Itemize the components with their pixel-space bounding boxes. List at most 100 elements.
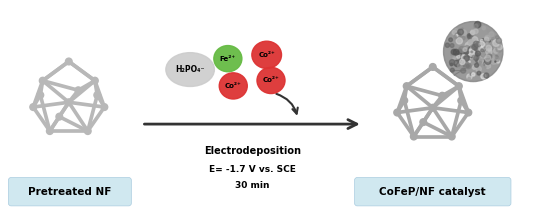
Circle shape [463,56,468,61]
Circle shape [450,63,453,66]
Circle shape [470,49,475,54]
Circle shape [465,51,468,55]
Ellipse shape [257,67,285,93]
Circle shape [450,43,454,47]
Circle shape [489,47,490,48]
Circle shape [445,43,448,46]
Circle shape [469,48,474,52]
Circle shape [464,56,469,61]
Circle shape [486,50,489,52]
Circle shape [476,48,478,50]
Circle shape [470,31,474,35]
FancyBboxPatch shape [8,177,131,206]
Circle shape [463,63,466,67]
Circle shape [47,128,53,134]
Circle shape [476,66,481,72]
Circle shape [450,68,454,72]
Circle shape [495,55,498,59]
Circle shape [484,64,485,66]
Text: Fe²⁺: Fe²⁺ [220,56,236,62]
Circle shape [471,57,472,58]
Circle shape [466,51,468,53]
Circle shape [429,64,436,70]
Circle shape [475,58,476,60]
Circle shape [480,39,486,45]
Circle shape [474,44,478,48]
Text: Pretreated NF: Pretreated NF [28,187,112,197]
Circle shape [467,34,471,37]
Circle shape [469,39,473,44]
Circle shape [467,74,472,79]
Circle shape [461,52,462,54]
Circle shape [494,42,500,48]
Circle shape [456,34,458,36]
Circle shape [470,30,475,34]
Circle shape [481,58,486,63]
Circle shape [489,46,493,50]
Circle shape [454,35,457,39]
Circle shape [462,55,467,60]
Circle shape [458,97,464,104]
Circle shape [480,52,486,59]
Circle shape [469,46,474,52]
Circle shape [468,34,473,39]
Circle shape [474,56,479,61]
Circle shape [464,50,469,54]
Circle shape [455,28,457,31]
Circle shape [458,29,463,35]
Circle shape [471,49,475,52]
Circle shape [449,60,455,65]
Circle shape [485,55,491,61]
Circle shape [485,43,491,49]
Circle shape [480,39,483,42]
Circle shape [494,48,499,53]
Circle shape [462,28,463,29]
Circle shape [485,35,491,41]
Circle shape [453,49,459,55]
Circle shape [486,64,491,69]
Circle shape [479,62,481,64]
Circle shape [474,29,478,34]
Circle shape [486,60,489,64]
Circle shape [473,57,475,58]
Circle shape [495,38,500,44]
Circle shape [461,30,467,35]
Circle shape [470,50,474,54]
Circle shape [446,43,449,47]
Circle shape [469,50,475,56]
Circle shape [472,37,478,42]
Circle shape [491,33,496,39]
Circle shape [491,55,495,60]
Circle shape [473,45,479,51]
Circle shape [486,45,492,51]
Circle shape [476,42,481,47]
Circle shape [485,43,489,46]
Circle shape [487,47,492,51]
Circle shape [469,46,474,51]
Circle shape [470,31,474,35]
Circle shape [101,104,108,110]
Circle shape [450,51,457,57]
Circle shape [472,44,478,50]
Circle shape [449,38,453,42]
Circle shape [476,53,482,58]
Circle shape [479,44,481,46]
Circle shape [495,36,499,39]
Circle shape [75,87,82,94]
Text: Co²⁺: Co²⁺ [263,77,279,83]
Circle shape [480,57,481,58]
Circle shape [37,92,44,98]
Circle shape [481,49,483,52]
Circle shape [481,41,484,44]
Circle shape [486,49,492,55]
Circle shape [482,26,486,30]
Circle shape [466,45,469,48]
Circle shape [466,63,471,69]
Circle shape [496,60,500,63]
Circle shape [473,53,474,55]
Circle shape [460,59,465,65]
Circle shape [468,61,470,63]
Circle shape [475,51,480,56]
Circle shape [457,55,460,58]
Circle shape [468,56,469,58]
